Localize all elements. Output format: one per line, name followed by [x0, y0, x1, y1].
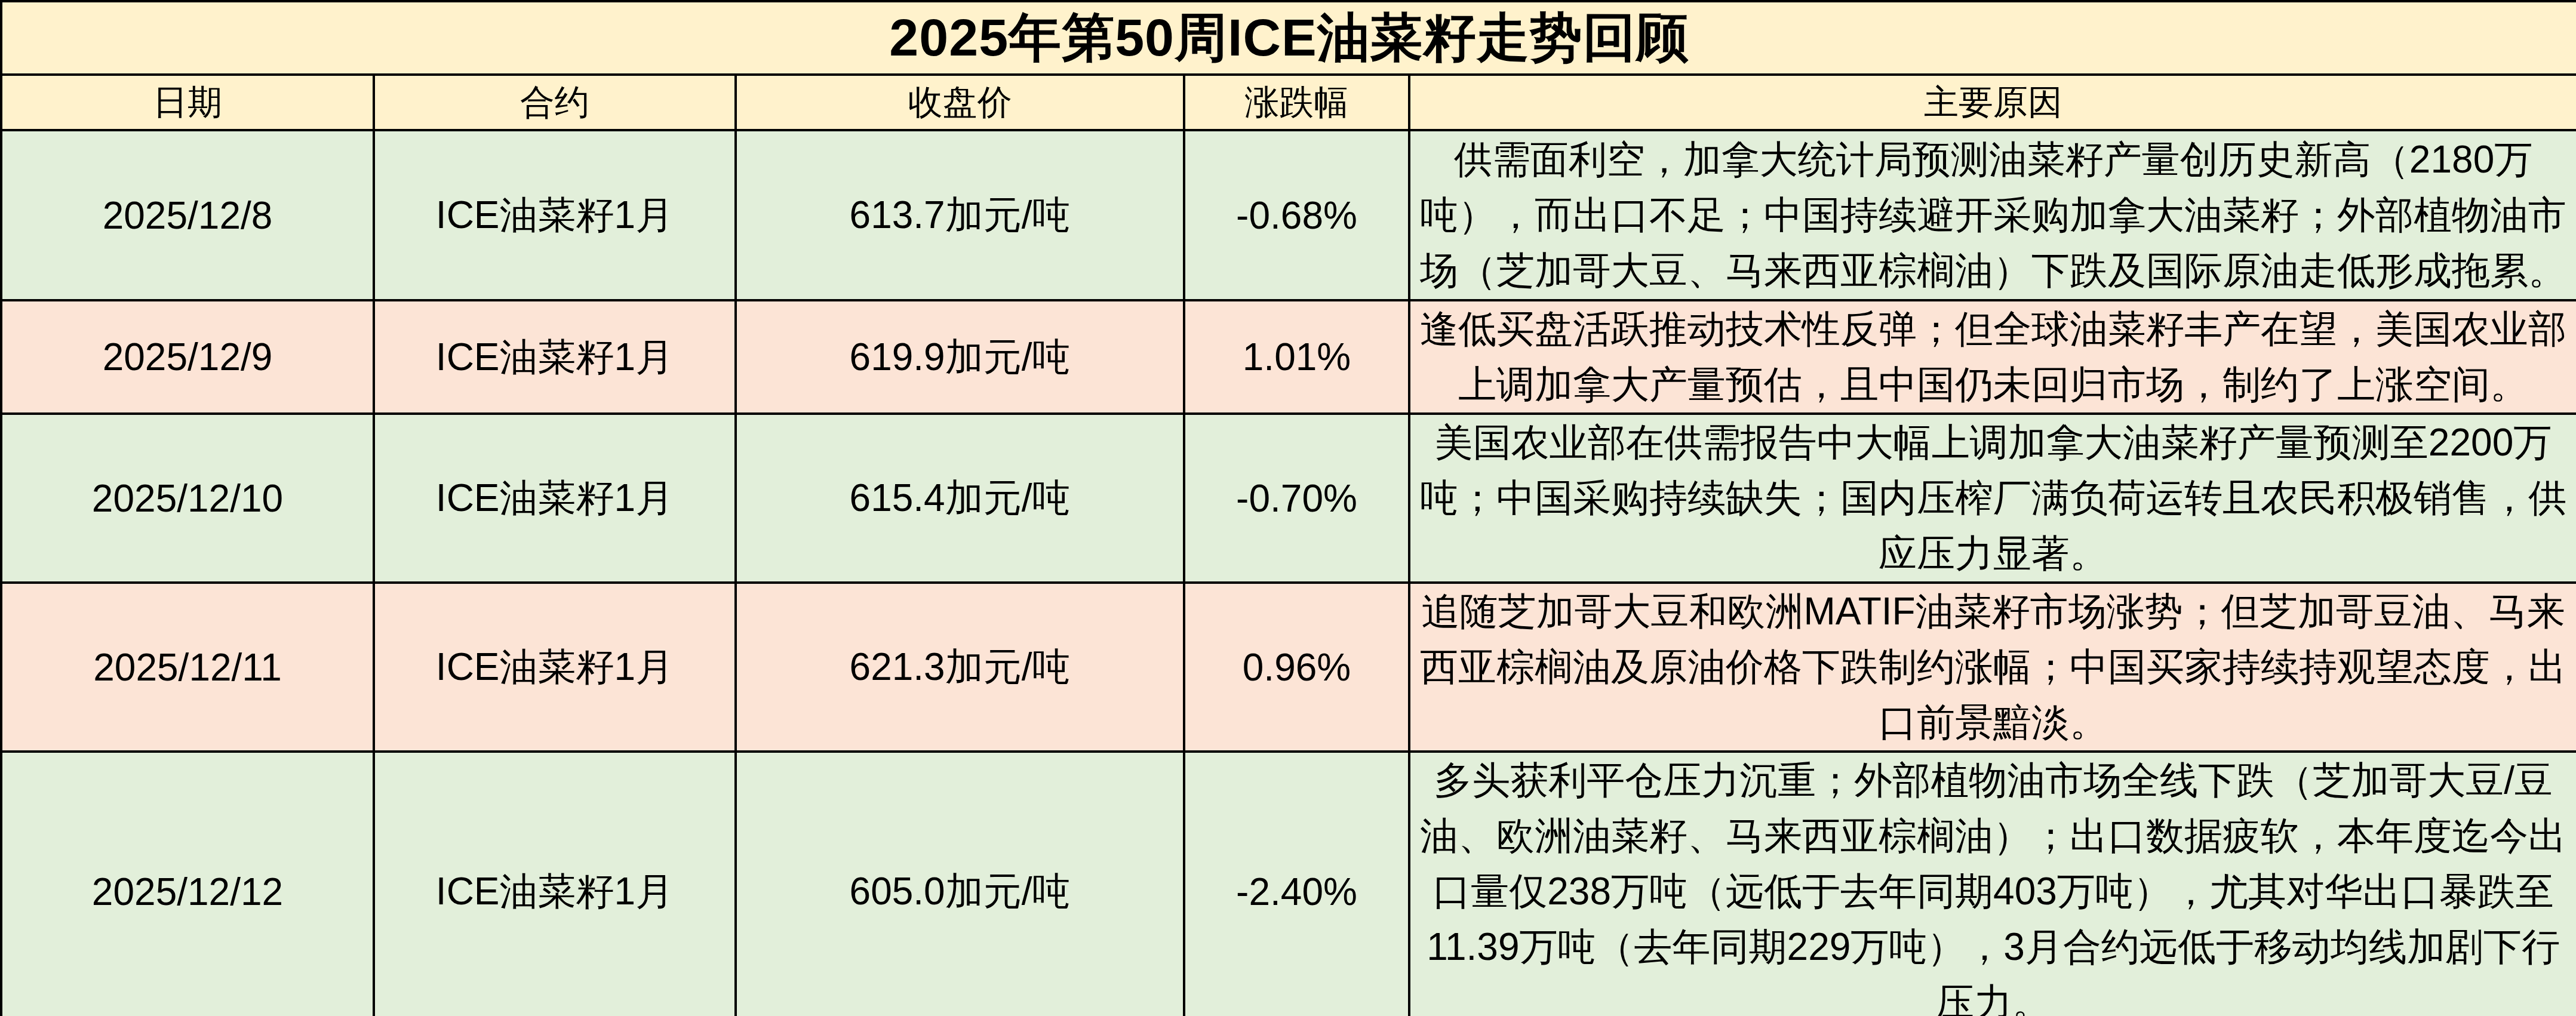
close-price-cell: 615.4加元/吨 — [736, 414, 1184, 583]
reason-cell: 供需面利空，加拿大统计局预测油菜籽产量创历史新高（2180万吨），而出口不足；中… — [1409, 130, 2576, 300]
contract-cell: ICE油菜籽1月 — [374, 130, 736, 300]
change-percent-cell: -2.40% — [1184, 752, 1409, 1016]
close-price-cell: 605.0加元/吨 — [736, 752, 1184, 1016]
reason-cell: 美国农业部在供需报告中大幅上调加拿大油菜籽产量预测至2200万吨；中国采购持续缺… — [1409, 414, 2576, 583]
reason-cell: 逢低买盘活跃推动技术性反弹；但全球油菜籽丰产在望，美国农业部上调加拿大产量预估，… — [1409, 300, 2576, 414]
close-price-cell: 621.3加元/吨 — [736, 583, 1184, 752]
table-row: 2025/12/8 ICE油菜籽1月 613.7加元/吨 -0.68% 供需面利… — [1, 130, 2576, 300]
contract-cell: ICE油菜籽1月 — [374, 414, 736, 583]
reason-cell: 追随芝加哥大豆和欧洲MATIF油菜籽市场涨势；但芝加哥豆油、马来西亚棕榈油及原油… — [1409, 583, 2576, 752]
canola-weekly-review-table: 2025年第50周ICE油菜籽走势回顾 日期 合约 收盘价 涨跌幅 主要原因 2… — [0, 0, 2576, 1016]
col-header-close: 收盘价 — [736, 75, 1184, 130]
change-percent-cell: 0.96% — [1184, 583, 1409, 752]
date-cell: 2025/12/12 — [1, 752, 374, 1016]
table-row: 2025/12/11 ICE油菜籽1月 621.3加元/吨 0.96% 追随芝加… — [1, 583, 2576, 752]
reason-cell: 多头获利平仓压力沉重；外部植物油市场全线下跌（芝加哥大豆/豆油、欧洲油菜籽、马来… — [1409, 752, 2576, 1016]
col-header-date: 日期 — [1, 75, 374, 130]
date-cell: 2025/12/9 — [1, 300, 374, 414]
table-row: 2025/12/12 ICE油菜籽1月 605.0加元/吨 -2.40% 多头获… — [1, 752, 2576, 1016]
change-percent-cell: -0.68% — [1184, 130, 1409, 300]
close-price-cell: 619.9加元/吨 — [736, 300, 1184, 414]
col-header-reason: 主要原因 — [1409, 75, 2576, 130]
col-header-change: 涨跌幅 — [1184, 75, 1409, 130]
col-header-contract: 合约 — [374, 75, 736, 130]
table-header-row: 日期 合约 收盘价 涨跌幅 主要原因 — [1, 75, 2576, 130]
change-percent-cell: -0.70% — [1184, 414, 1409, 583]
contract-cell: ICE油菜籽1月 — [374, 300, 736, 414]
table-row: 2025/12/9 ICE油菜籽1月 619.9加元/吨 1.01% 逢低买盘活… — [1, 300, 2576, 414]
date-cell: 2025/12/11 — [1, 583, 374, 752]
change-percent-cell: 1.01% — [1184, 300, 1409, 414]
contract-cell: ICE油菜籽1月 — [374, 583, 736, 752]
date-cell: 2025/12/10 — [1, 414, 374, 583]
contract-cell: ICE油菜籽1月 — [374, 752, 736, 1016]
close-price-cell: 613.7加元/吨 — [736, 130, 1184, 300]
table-title-row: 2025年第50周ICE油菜籽走势回顾 — [1, 1, 2576, 75]
page-title: 2025年第50周ICE油菜籽走势回顾 — [1, 1, 2576, 75]
table-row: 2025/12/10 ICE油菜籽1月 615.4加元/吨 -0.70% 美国农… — [1, 414, 2576, 583]
date-cell: 2025/12/8 — [1, 130, 374, 300]
